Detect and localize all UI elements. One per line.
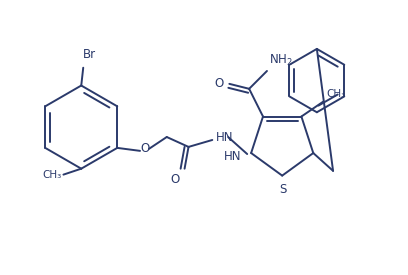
Text: O: O [140,142,150,155]
Text: O: O [170,173,179,186]
Text: S: S [279,183,287,196]
Text: CH₃: CH₃ [42,170,62,180]
Text: Br: Br [83,48,96,61]
Text: CH₃: CH₃ [326,89,346,99]
Text: HN: HN [224,150,241,163]
Text: O: O [214,77,224,90]
Text: HN: HN [216,131,234,144]
Text: NH$_2$: NH$_2$ [269,53,293,68]
